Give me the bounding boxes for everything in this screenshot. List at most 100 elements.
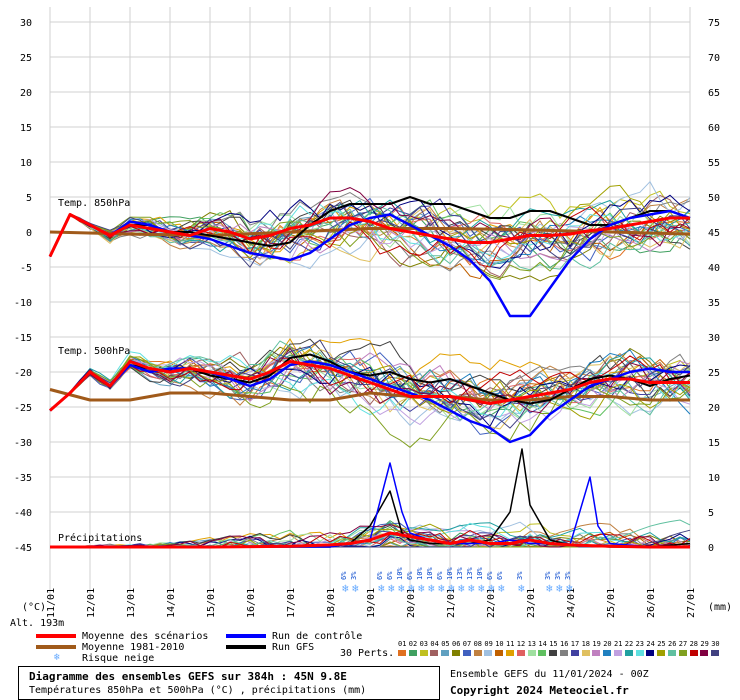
left-tick-label: -10: [14, 298, 32, 309]
perturbation-number: 17: [570, 640, 580, 648]
left-tick-label: -35: [14, 473, 32, 484]
x-tick-label: 14/01: [166, 588, 177, 618]
perturbation-swatch: [560, 650, 568, 656]
x-tick-label: 24/01: [566, 588, 577, 618]
perturbation-number: 22: [624, 640, 634, 648]
snow-risk-percent: 6%: [340, 571, 348, 580]
snowflake-icon: ❄: [438, 582, 445, 595]
left-tick-label: 20: [20, 88, 32, 99]
snowflake-icon: ❄: [488, 582, 495, 595]
perturbation-swatch: [538, 650, 547, 656]
right-tick-label: 45: [708, 228, 720, 239]
perturbation-swatch: [516, 650, 525, 656]
snowflake-icon: ❄: [408, 582, 415, 595]
altitude-label: Alt. 193m: [10, 618, 65, 629]
perturbation-line: [49, 209, 691, 263]
snow-risk-percent: 3%: [554, 571, 562, 580]
x-tick-label: 27/01: [686, 588, 697, 618]
snowflake-icon: ❄: [352, 582, 359, 595]
control-850-line: [48, 209, 691, 318]
panel-label-500: Temp. 500hPa: [58, 346, 130, 357]
right-axis-unit: (mm): [708, 602, 732, 613]
perturbation-number: 06: [452, 640, 461, 648]
snow-risk-percent: 6%: [376, 571, 384, 580]
snow-risk-percent: 10%: [416, 567, 424, 580]
chart-title: Diagramme des ensembles GEFS sur 384h : …: [29, 670, 347, 683]
legend-gfs-swatch: [226, 645, 266, 649]
snow-risk-percent: 6%: [436, 571, 444, 580]
perturbation-number: 27: [678, 640, 688, 648]
perturbation-number: 21: [614, 640, 623, 648]
snowflake-icon: ❄: [388, 582, 395, 595]
left-tick-label: -25: [14, 403, 32, 414]
perturbation-line: [49, 338, 691, 411]
right-tick-label: 20: [708, 403, 720, 414]
right-tick-label: 50: [708, 193, 720, 204]
perturbation-number: 05: [441, 640, 450, 648]
perturbation-swatch: [635, 650, 644, 656]
perturbation-number: 01: [398, 640, 407, 648]
left-axis: 30 25 20 15 10 5 0 -5 -10 -15 -20 -25 -30 -35 -40 -45: [14, 18, 32, 554]
perturbation-swatch: [441, 650, 450, 656]
perturbation-swatch: [462, 650, 471, 656]
x-tick-label: 15/01: [206, 588, 217, 618]
perturbations-label: 30 Perts.: [340, 648, 395, 659]
snowflake-icon: ❄: [478, 582, 485, 595]
legend-climatology-swatch: [36, 645, 76, 649]
mean-850-line: [48, 213, 690, 258]
perturbation-swatch: [592, 650, 601, 656]
left-tick-label: 5: [26, 193, 32, 204]
left-tick-label: 25: [20, 53, 32, 64]
perturbation-number: 24: [646, 640, 655, 648]
left-tick-label: 0: [26, 228, 32, 239]
perturbation-number: 25: [657, 640, 666, 648]
x-tick-label: 26/01: [646, 588, 657, 618]
control-precip-line: [50, 462, 690, 548]
footer: Alt. 193m Moyenne des scénarios Moyenne …: [0, 618, 740, 700]
perturbation-number: 11: [506, 640, 515, 648]
perturbation-number: 12: [516, 640, 526, 648]
perturbation-swatch: [570, 650, 579, 656]
snow-risk-percent: 10%: [426, 567, 434, 580]
perturbation-swatch: [430, 650, 439, 656]
snowflake-icon: ❄: [566, 582, 573, 595]
x-tick-label: 23/01: [526, 588, 537, 618]
perturbation-number: 28: [689, 640, 699, 648]
perturbation-swatch: [549, 650, 558, 656]
right-tick-label: 30: [708, 333, 720, 344]
perturbation-swatch: [452, 650, 460, 656]
perturbation-swatch: [624, 650, 633, 656]
snowflake-icon: ❄: [448, 582, 455, 595]
snowflake-icon: ❄: [342, 582, 349, 595]
left-tick-label: -40: [14, 508, 32, 519]
perturbation-number: 03: [419, 640, 429, 648]
perturbation-line: [49, 350, 691, 435]
x-tick-label: 11/01: [46, 588, 57, 618]
snow-risk-percent: 3%: [564, 571, 572, 580]
copyright: Copyright 2024 Meteociel.fr: [450, 684, 629, 697]
perturbation-swatch: [614, 650, 622, 656]
perturbation-line: [49, 206, 691, 271]
right-tick-label: 35: [708, 298, 720, 309]
perturbation-number: 10: [495, 640, 504, 648]
perturbation-line: [49, 355, 691, 411]
snow-risk-percent: 10%: [396, 567, 404, 580]
snow-risk-percent: 10%: [476, 567, 484, 580]
left-tick-label: 30: [20, 18, 32, 29]
perturbation-swatch: [484, 650, 493, 656]
main-lines: [48, 196, 691, 549]
snow-risk-percent: 6%: [386, 571, 394, 580]
legend-mean-label: Moyenne des scénarios: [82, 631, 209, 642]
mean-500-line: [49, 360, 690, 412]
x-tick-label: 21/01: [446, 588, 457, 618]
panel-label-precip: Précipitations: [58, 532, 142, 544]
perturbation-number: 13: [527, 640, 537, 648]
left-tick-label: -15: [14, 333, 32, 344]
x-axis: 11/01 12/01 13/01 14/01 15/01 16/01 17/01 18/01…: [46, 588, 697, 618]
perturbation-swatch: [419, 650, 428, 656]
legend-control-swatch: [226, 634, 266, 638]
x-tick-label: 22/01: [486, 588, 497, 618]
perturbation-number: 14: [538, 640, 547, 648]
run-info: Ensemble GEFS du 11/01/2024 - 00Z: [450, 669, 649, 680]
perturbation-swatch: [711, 650, 720, 656]
